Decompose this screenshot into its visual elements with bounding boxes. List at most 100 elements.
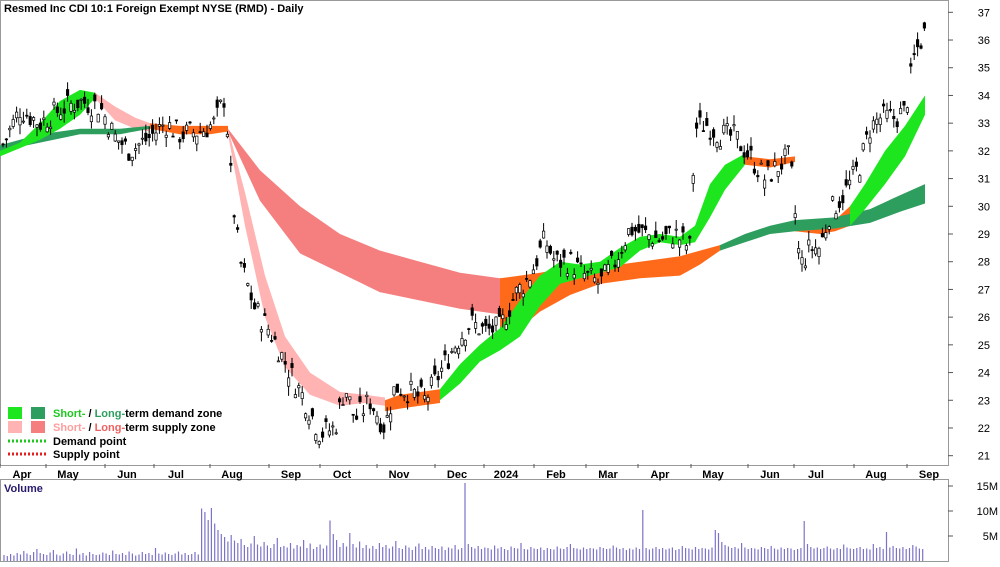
- candle-body: [467, 328, 471, 330]
- candle-body: [178, 139, 182, 143]
- candle-body: [610, 250, 614, 256]
- candle-body: [827, 226, 831, 230]
- candle-body: [263, 313, 267, 316]
- candle-body: [317, 441, 321, 445]
- candle-body: [130, 156, 134, 161]
- candle-body: [321, 431, 325, 438]
- candle-body: [89, 115, 93, 123]
- candle-body: [732, 124, 736, 127]
- candle-body: [531, 269, 535, 275]
- candle-body: [93, 94, 97, 102]
- price-candles: [1, 21, 926, 449]
- candle-body: [885, 109, 889, 119]
- candle-body: [552, 258, 556, 261]
- candle-body: [565, 273, 569, 277]
- candle-body: [236, 227, 240, 230]
- candle-body: [725, 123, 729, 127]
- candle-body: [688, 236, 692, 239]
- price-tick-label: 23: [978, 395, 990, 407]
- candle-body: [392, 386, 396, 396]
- candle-body: [8, 127, 12, 131]
- candle-body: [117, 140, 121, 143]
- candle-body: [419, 379, 423, 387]
- legend-demand-point: Demand point: [53, 436, 127, 448]
- candle-body: [899, 108, 903, 115]
- candle-body: [572, 274, 576, 279]
- candle-body: [273, 336, 277, 340]
- candle-body: [854, 161, 858, 167]
- time-tick-label: Oct: [333, 469, 352, 481]
- candle-body: [4, 138, 8, 141]
- candle-body: [521, 293, 525, 298]
- candle-body: [841, 195, 845, 204]
- candle-body: [205, 132, 209, 138]
- candle-body: [185, 124, 189, 131]
- candle-body: [378, 423, 382, 433]
- candle-body: [681, 226, 685, 233]
- candle-body: [766, 160, 770, 167]
- candle-body: [837, 201, 841, 208]
- legend-swatch-long-supply: [31, 421, 45, 433]
- candle-body: [229, 162, 233, 166]
- time-tick-label: Jul: [168, 469, 184, 481]
- candle-body: [586, 271, 590, 273]
- candle-body: [878, 117, 882, 125]
- price-tick-label: 25: [978, 340, 990, 352]
- time-tick-label: Jul: [808, 469, 824, 481]
- candle-body: [140, 137, 144, 140]
- legend-demand-short: Short-: [53, 408, 86, 420]
- candle-body: [168, 122, 172, 129]
- time-tick-label: May: [57, 469, 79, 481]
- candle-body: [242, 263, 246, 268]
- candle-body: [865, 131, 869, 135]
- candle-body: [219, 99, 223, 102]
- candle-body: [548, 245, 552, 254]
- candle-body: [324, 418, 328, 422]
- candle-body: [280, 352, 284, 360]
- candle-body: [372, 408, 376, 412]
- orange-zone-jun: [745, 156, 795, 168]
- candle-body: [599, 268, 603, 277]
- time-tick-label: Sep: [919, 469, 939, 481]
- candle-body: [385, 415, 389, 418]
- time-tick-label: 2024: [494, 469, 519, 481]
- candle-body: [256, 303, 260, 307]
- candle-body: [161, 124, 165, 127]
- candle-body: [212, 117, 216, 120]
- candle-body: [83, 96, 87, 104]
- candle-body: [222, 103, 226, 108]
- candle-body: [202, 131, 206, 137]
- candle-body: [698, 110, 702, 118]
- early-supply-zone: [95, 92, 150, 132]
- candle-body: [49, 126, 53, 129]
- candle-body: [511, 299, 515, 301]
- candle-body: [450, 351, 454, 353]
- candle-body: [650, 243, 654, 247]
- candle-body: [195, 135, 199, 145]
- candle-body: [28, 116, 32, 125]
- candle-body: [110, 122, 114, 130]
- candle-body: [708, 137, 712, 140]
- candle-body: [793, 213, 797, 218]
- candle-body: [895, 121, 899, 128]
- candle-body: [96, 113, 100, 123]
- time-tick-label: Apr: [651, 469, 671, 481]
- time-axis: Apr May Jun Jul Aug Sep Oct Nov Dec 2024 Feb Mar Apr…: [0, 464, 939, 481]
- candle-body: [62, 108, 66, 114]
- candle-body: [752, 168, 756, 174]
- candle-body: [293, 394, 297, 399]
- candle-body: [620, 252, 624, 254]
- candle-body: [232, 215, 236, 218]
- candle-body: [763, 179, 767, 189]
- candle-body: [253, 302, 257, 310]
- candle-body: [21, 120, 25, 123]
- candle-body: [429, 376, 433, 386]
- short-term-demand-zone-mid: [440, 153, 745, 401]
- candle-body: [875, 118, 879, 125]
- legend-swatch-short-supply: [8, 421, 22, 433]
- price-tick-label: 21: [978, 451, 990, 463]
- candle-body: [562, 249, 566, 258]
- candle-body: [259, 329, 263, 333]
- candle-body: [361, 413, 365, 417]
- candle-body: [338, 398, 342, 403]
